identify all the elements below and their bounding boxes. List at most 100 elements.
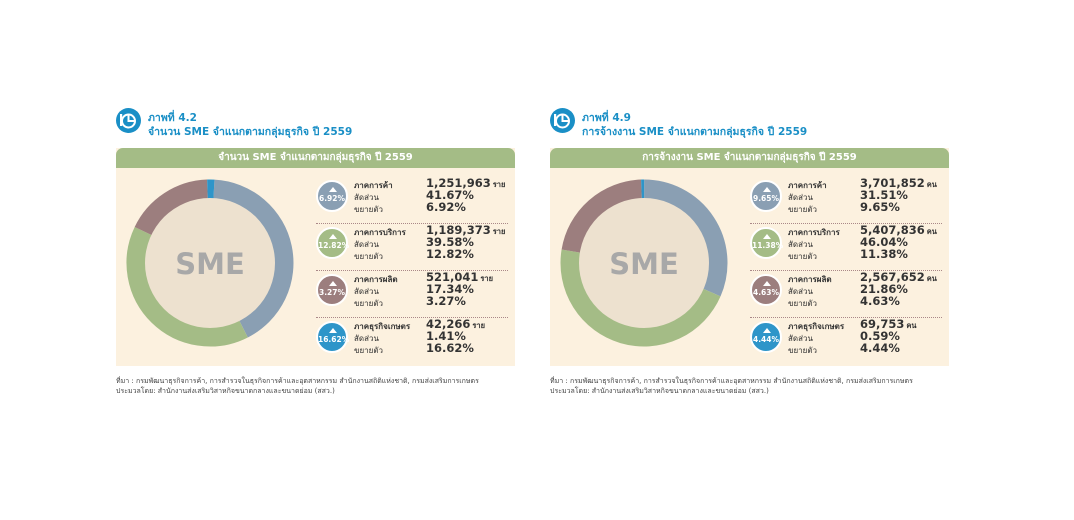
legend-row-service: 11.38% ภาคการบริการ สัดส่วน ขยายตัว 5,40… (750, 223, 942, 270)
growth-value: 11.38% (860, 247, 908, 261)
growth-label: ขยายตัว (354, 252, 384, 261)
badge-value: 16.62% (318, 335, 350, 344)
growth-badge: 11.38% (750, 227, 784, 259)
up-arrow-icon (763, 328, 771, 333)
sector-label: ภาคการค้า (354, 181, 393, 190)
legend-row-agriculture: 16.62% ภาคธุรกิจเกษตร สัดส่วน ขยายตัว 42… (316, 317, 508, 364)
sector-label: ภาคการบริการ (788, 228, 840, 237)
share-label: สัดส่วน (788, 240, 813, 249)
chart-pie-icon (116, 108, 141, 133)
legend-row-service: 12.82% ภาคการบริการ สัดส่วน ขยายตัว 1,18… (316, 223, 508, 270)
share-value: 39.58% (426, 235, 474, 249)
share-value: 0.59% (860, 329, 900, 343)
badge-value: 11.38% (752, 241, 784, 250)
up-arrow-icon (329, 187, 337, 192)
slice-production (561, 179, 643, 253)
growth-value: 3.27% (426, 294, 466, 308)
sector-label: ภาคการผลิต (788, 275, 832, 284)
donut-segments (126, 179, 294, 347)
growth-badge: 16.62% (316, 321, 350, 353)
figure-number: ภาพที่ 4.2 (148, 112, 197, 124)
source-line: ที่มา : กรมพัฒนาธุรกิจการค้า, การสำรวจใน… (550, 377, 913, 385)
share-value: 21.86% (860, 282, 908, 296)
donut-center (579, 198, 709, 328)
badge-value: 6.92% (318, 194, 346, 203)
sector-label: ภาคการผลิต (354, 275, 398, 284)
sector-label: ภาคการบริการ (354, 228, 406, 237)
value-unit: ราย (492, 180, 506, 189)
source-note: ที่มา : กรมพัฒนาธุรกิจการค้า, การสำรวจใน… (550, 376, 913, 396)
share-label: สัดส่วน (788, 193, 813, 202)
figure-number: ภาพที่ 4.9 (582, 112, 631, 124)
donut-segments (560, 179, 728, 347)
donut-chart: SME (126, 179, 294, 347)
growth-badge: 9.65% (750, 180, 782, 212)
slice-service (126, 226, 248, 347)
sector-value: 521,041 ราย (426, 270, 494, 284)
source-note: ที่มา : กรมพัฒนาธุรกิจการค้า, การสำรวจใน… (116, 376, 479, 396)
growth-label: ขยายตัว (354, 299, 384, 308)
up-arrow-icon (329, 234, 337, 239)
legend-row-agriculture: 4.44% ภาคธุรกิจเกษตร สัดส่วน ขยายตัว 69,… (750, 317, 942, 364)
value-unit: คน (926, 180, 937, 189)
growth-value: 12.82% (426, 247, 474, 261)
share-label: สัดส่วน (788, 334, 813, 343)
legend-row-trade: 9.65% ภาคการค้า สัดส่วน ขยายตัว 3,701,85… (750, 177, 942, 223)
up-arrow-icon (763, 234, 771, 239)
value-unit: คน (926, 274, 937, 283)
chart-title: จำนวน SME จำแนกตามกลุ่มธุรกิจ ปี 2559 (116, 148, 515, 168)
up-arrow-icon (763, 187, 771, 192)
value-unit: ราย (492, 227, 506, 236)
donut-center-label: SME (175, 247, 245, 281)
legend-list: 9.65% ภาคการค้า สัดส่วน ขยายตัว 3,701,85… (750, 177, 942, 364)
donut-center (145, 198, 275, 328)
legend-row-production: 3.27% ภาคการผลิต สัดส่วน ขยายตัว 521,041… (316, 270, 508, 317)
figure-sme-count: ภาพที่ 4.2 จำนวน SME จำแนกตามกลุ่มธุรกิจ… (116, 108, 516, 395)
figure-header: ภาพที่ 4.2 จำนวน SME จำแนกตามกลุ่มธุรกิจ… (116, 108, 516, 140)
sector-value: 42,266 ราย (426, 317, 486, 331)
growth-badge: 12.82% (316, 227, 350, 259)
growth-label: ขยายตัว (788, 346, 818, 355)
value-unit: ราย (472, 321, 486, 330)
chart-title: การจ้างงาน SME จำแนกตามกลุ่มธุรกิจ ปี 25… (550, 148, 949, 168)
donut-center-label: SME (609, 247, 679, 281)
sector-value: 1,251,963 ราย (426, 176, 506, 190)
legend-list: 6.92% ภาคการค้า สัดส่วน ขยายตัว 1,251,96… (316, 177, 508, 364)
up-arrow-icon (329, 328, 337, 333)
growth-value: 6.92% (426, 200, 466, 214)
sector-label: ภาคการค้า (788, 181, 827, 190)
sector-value: 2,567,652 คน (860, 270, 937, 284)
share-value: 31.51% (860, 188, 908, 202)
growth-value: 16.62% (426, 341, 474, 355)
share-label: สัดส่วน (354, 287, 379, 296)
share-value: 1.41% (426, 329, 466, 343)
legend-row-trade: 6.92% ภาคการค้า สัดส่วน ขยายตัว 1,251,96… (316, 177, 508, 223)
source-line: ประมวลโดย: สำนักงานส่งเสริมวิสาหกิจขนาดก… (550, 387, 769, 395)
growth-label: ขยายตัว (788, 252, 818, 261)
figure-title: การจ้างงาน SME จำแนกตามกลุ่มธุรกิจ ปี 25… (582, 126, 808, 138)
up-arrow-icon (763, 281, 771, 286)
value-unit: ราย (480, 274, 494, 283)
sector-value: 1,189,373 ราย (426, 223, 506, 237)
figure-sme-employment: ภาพที่ 4.9 การจ้างงาน SME จำแนกตามกลุ่มธ… (550, 108, 950, 395)
growth-badge: 4.44% (750, 321, 782, 353)
badge-value: 12.82% (318, 241, 350, 250)
share-label: สัดส่วน (354, 334, 379, 343)
sector-label: ภาคธุรกิจเกษตร (354, 322, 411, 331)
value-unit: คน (926, 227, 937, 236)
growth-value: 4.63% (860, 294, 900, 308)
growth-label: ขยายตัว (788, 299, 818, 308)
donut-chart: SME (560, 179, 728, 347)
figure-header: ภาพที่ 4.9 การจ้างงาน SME จำแนกตามกลุ่มธ… (550, 108, 950, 140)
figure-title: จำนวน SME จำแนกตามกลุ่มธุรกิจ ปี 2559 (148, 126, 353, 138)
share-value: 46.04% (860, 235, 908, 249)
growth-value: 4.44% (860, 341, 900, 355)
up-arrow-icon (329, 281, 337, 286)
growth-label: ขยายตัว (354, 346, 384, 355)
chart-panel: จำนวน SME จำแนกตามกลุ่มธุรกิจ ปี 2559 SM… (116, 148, 515, 366)
sector-value: 3,701,852 คน (860, 176, 937, 190)
legend-row-production: 4.63% ภาคการผลิต สัดส่วน ขยายตัว 2,567,6… (750, 270, 942, 317)
share-label: สัดส่วน (788, 287, 813, 296)
growth-badge: 6.92% (316, 180, 348, 212)
source-line: ที่มา : กรมพัฒนาธุรกิจการค้า, การสำรวจใน… (116, 377, 479, 385)
